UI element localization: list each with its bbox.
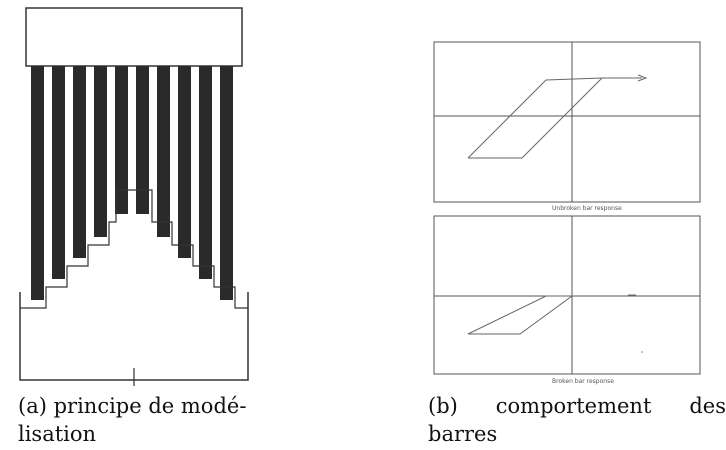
caption-a: (a) principe de modé- lisation — [18, 392, 268, 448]
caption-b-word2: des — [689, 394, 726, 418]
caption-b: (b) comportement des barres — [428, 392, 726, 448]
caption-b-word1: comportement — [495, 394, 652, 418]
stepped-profile — [20, 189, 248, 309]
bar — [31, 66, 44, 300]
broken-bar-response-panel: Broken bar response — [433, 215, 701, 385]
caption-b-label: (b) — [428, 394, 458, 418]
bar — [178, 66, 191, 258]
bar — [136, 66, 149, 214]
bar — [73, 66, 86, 258]
bar — [94, 66, 107, 237]
bar — [220, 66, 233, 300]
bar — [199, 66, 212, 279]
bar — [115, 66, 128, 214]
modelling-principle-diagram — [19, 7, 249, 386]
broken-hysteresis-curve — [467, 295, 574, 335]
arrow-icon — [637, 74, 648, 82]
unbroken-hysteresis-curve — [468, 77, 642, 159]
caption-a-text-line1: principe de modé- — [53, 394, 247, 418]
bar — [52, 66, 65, 279]
bar-behaviour-plots: Unbroken bar response Broken bar respons… — [433, 41, 701, 385]
unbroken-bar-label: Unbroken bar response — [552, 205, 622, 212]
stepped-base — [19, 292, 249, 381]
caption-b-text-line2: barres — [428, 422, 498, 446]
caption-a-text-line2: lisation — [18, 422, 97, 446]
unbroken-bar-response-panel: Unbroken bar response — [433, 41, 701, 212]
broken-bar-label: Broken bar response — [552, 378, 614, 385]
bar — [157, 66, 170, 237]
caption-a-label: (a) — [18, 394, 47, 418]
top-clamp-block — [25, 7, 243, 67]
bars-group — [31, 66, 233, 300]
